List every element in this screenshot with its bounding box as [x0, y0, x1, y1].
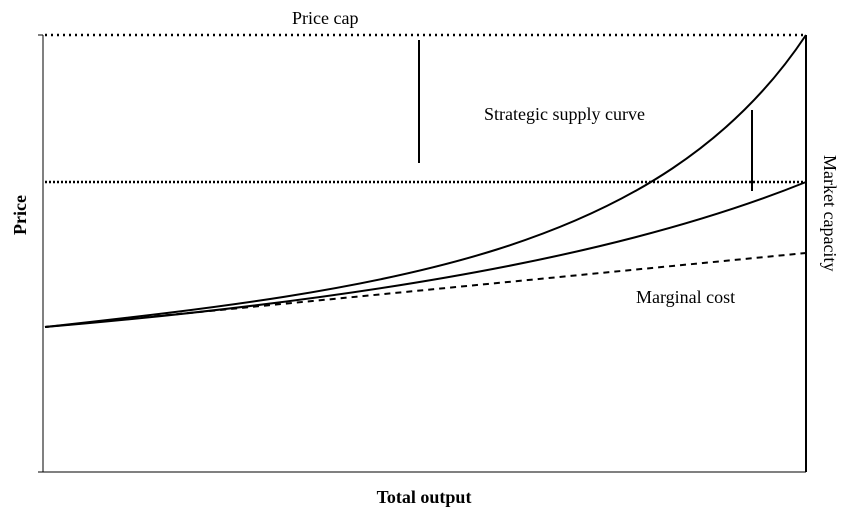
- y-axis-label: Price: [10, 195, 30, 235]
- marginal-cost-label: Marginal cost: [636, 287, 735, 307]
- x-axis-label: Total output: [377, 487, 472, 507]
- supply-curve: [44, 181, 807, 328]
- market-capacity-label: Market capacity: [820, 155, 840, 271]
- price-cap-label: Price cap: [292, 8, 358, 28]
- strategic-supply-curve: [44, 34, 807, 328]
- strategic-supply-label: Strategic supply curve: [484, 104, 645, 124]
